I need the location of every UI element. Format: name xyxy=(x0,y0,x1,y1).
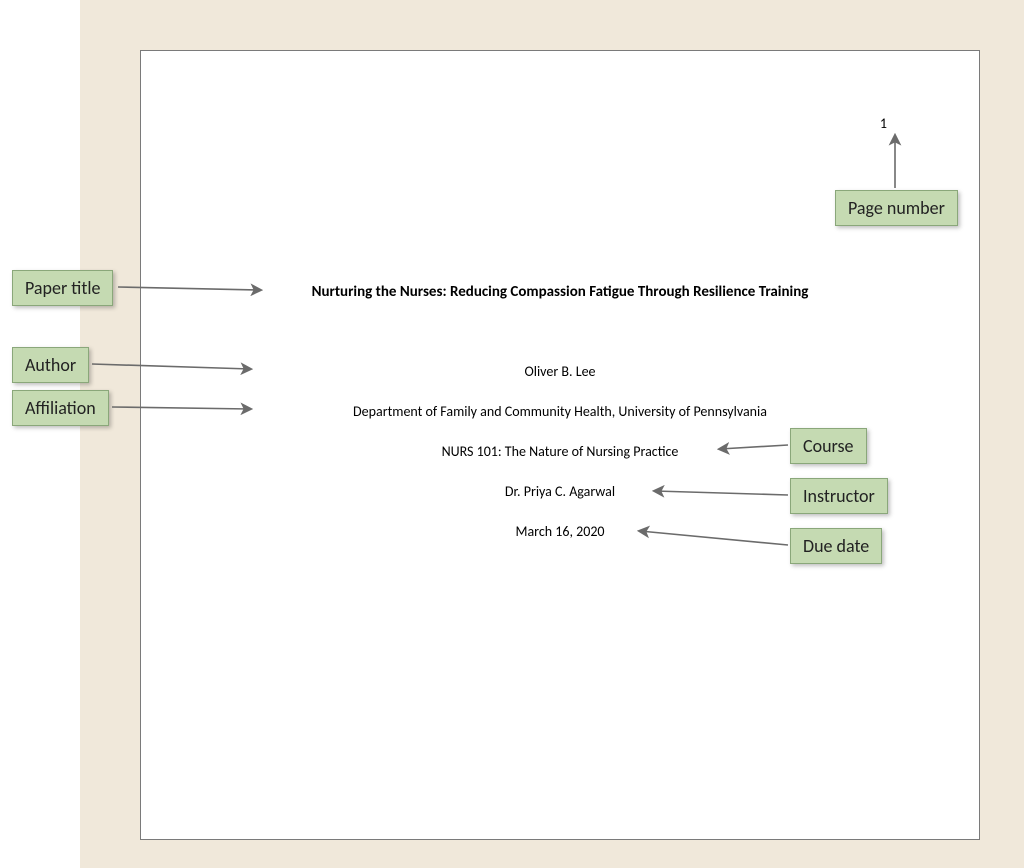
label-page-number: Page number xyxy=(835,190,958,226)
label-affiliation: Affiliation xyxy=(12,390,109,426)
label-due-date: Due date xyxy=(790,528,882,564)
label-course: Course xyxy=(790,428,867,464)
page-number: 1 xyxy=(880,115,887,132)
author-line: Oliver B. Lee xyxy=(141,363,979,380)
paper-title: Nurturing the Nurses: Reducing Compassio… xyxy=(141,283,979,301)
label-instructor: Instructor xyxy=(790,478,888,514)
label-paper-title: Paper title xyxy=(12,270,113,306)
affiliation-line: Department of Family and Community Healt… xyxy=(141,403,979,420)
label-author: Author xyxy=(12,347,89,383)
